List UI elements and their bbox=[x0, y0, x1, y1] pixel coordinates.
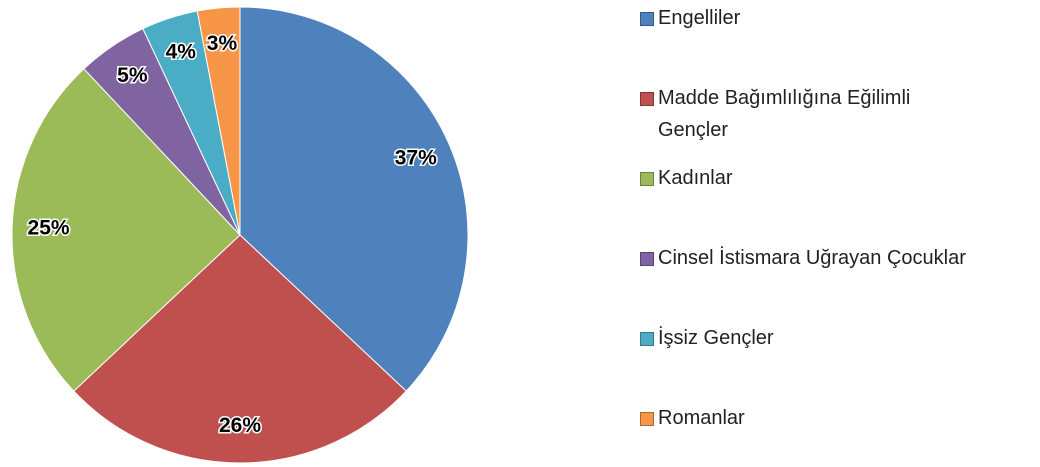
legend-item: Cinsel İstismara Uğrayan Çocuklar bbox=[640, 242, 966, 274]
legend-item: Engelliler bbox=[640, 2, 740, 34]
legend-item: İşsiz Gençler bbox=[640, 322, 774, 354]
legend-swatch bbox=[640, 92, 654, 106]
legend-label: Kadınlar bbox=[658, 167, 733, 189]
legend-label: Madde Bağımlılığına Eğilimli Gençler bbox=[658, 87, 911, 141]
legend-swatch bbox=[640, 412, 654, 426]
data-label: 26% bbox=[219, 414, 261, 437]
data-label: 37% bbox=[395, 146, 437, 169]
legend-item: Madde Bağımlılığına Eğilimli Gençler bbox=[640, 82, 970, 146]
pie-slice bbox=[73, 234, 407, 464]
pie-slice bbox=[11, 68, 241, 392]
legend-label: Romanlar bbox=[658, 407, 745, 429]
legend-swatch bbox=[640, 332, 654, 346]
legend-label: Cinsel İstismara Uğrayan Çocuklar bbox=[658, 247, 966, 269]
legend-item: Kadınlar bbox=[640, 162, 733, 194]
data-label: 3% bbox=[207, 32, 238, 55]
legend-swatch bbox=[640, 172, 654, 186]
pie-slice bbox=[196, 6, 241, 236]
legend-label: Engelliler bbox=[658, 7, 741, 29]
legend-item: Romanlar bbox=[640, 402, 745, 434]
data-label: 4% bbox=[166, 40, 197, 63]
pie-slice bbox=[239, 6, 469, 392]
legend-swatch bbox=[640, 252, 654, 266]
legend-label: İşsiz Gençler bbox=[658, 327, 774, 349]
data-label: 25% bbox=[28, 217, 70, 240]
pie: 37% 26% 25% 5% 4% 3% bbox=[11, 6, 469, 464]
legend-swatch bbox=[640, 12, 654, 26]
data-label: 5% bbox=[117, 64, 148, 87]
